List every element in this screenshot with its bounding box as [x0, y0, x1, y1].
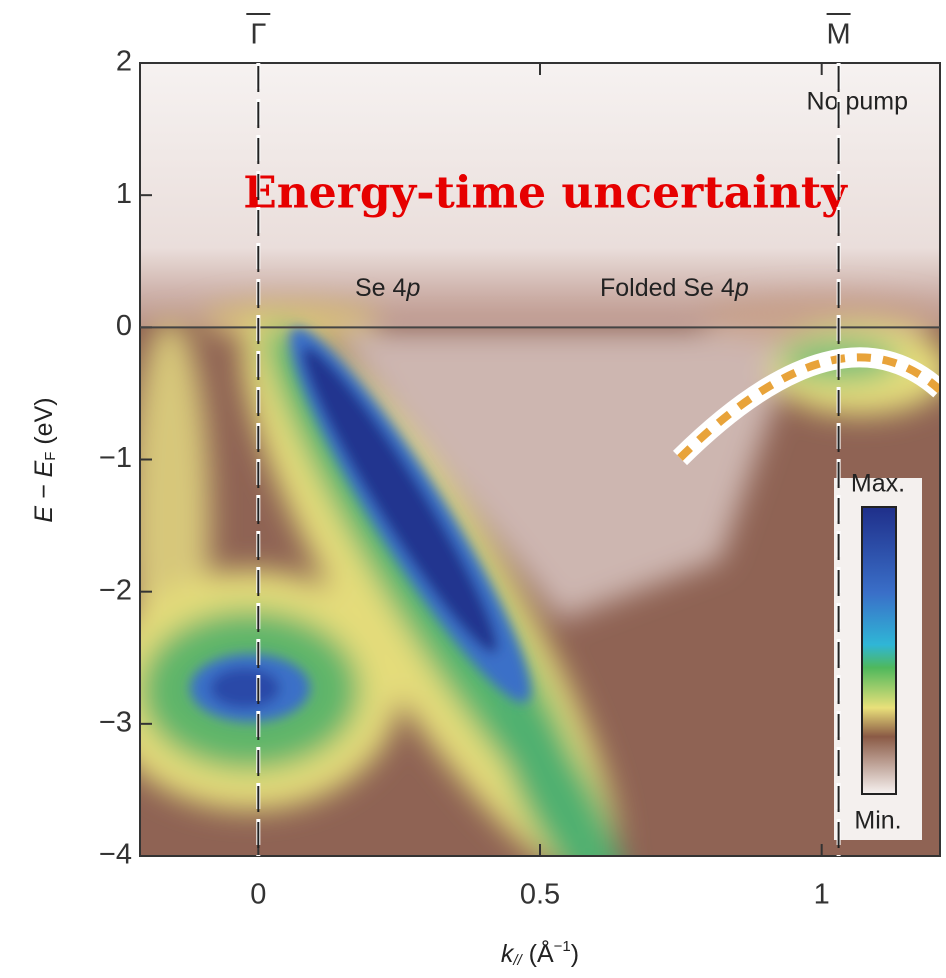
y-tick-label: 0 [116, 310, 132, 342]
y-tick-label: 1 [116, 178, 132, 210]
y-axis-label: E − EF (eV) [30, 397, 59, 522]
x-label-part: k [501, 940, 515, 968]
band-label-text: Se 4 [355, 274, 407, 302]
band-label: Se 4p [355, 274, 420, 302]
x-label-part: // [512, 952, 523, 969]
y-tick-label: −3 [99, 706, 132, 738]
colorbar-max: Max. [851, 470, 905, 498]
x-label-part: ) [571, 940, 579, 968]
symmetry-label: Γ [250, 19, 266, 51]
intensity-map [140, 63, 940, 856]
annotation: No pump [807, 88, 908, 116]
y-tick-label: −4 [99, 839, 132, 871]
y-tick-label: −1 [99, 442, 132, 474]
x-tick-label: 1 [814, 879, 830, 911]
band-label-italic: p [734, 274, 749, 302]
band-label: Folded Se 4p [600, 274, 749, 302]
symmetry-label: M [827, 19, 851, 51]
band-label-italic: p [405, 274, 420, 302]
band-label-text: Folded Se 4 [600, 274, 735, 302]
x-axis-label: k// (Å−1) [501, 938, 579, 969]
y-tick-label: −2 [99, 574, 132, 606]
y-label-part: E − E [30, 460, 58, 522]
colorbar [861, 506, 897, 795]
x-label-part: −1 [554, 938, 571, 955]
y-label-part: (eV) [30, 397, 58, 451]
y-tick-label: 2 [116, 46, 132, 78]
map-core [190, 327, 531, 722]
x-label-part: (Å [522, 938, 554, 968]
x-tick-label: 0 [250, 879, 266, 911]
colorbar-min: Min. [854, 807, 901, 835]
map-background [140, 63, 940, 327]
band-guide-dashes [677, 353, 940, 461]
chart-title: Energy-time uncertainty [243, 168, 848, 219]
y-label-part: F [42, 452, 59, 461]
x-tick-label: 0.5 [520, 879, 560, 911]
